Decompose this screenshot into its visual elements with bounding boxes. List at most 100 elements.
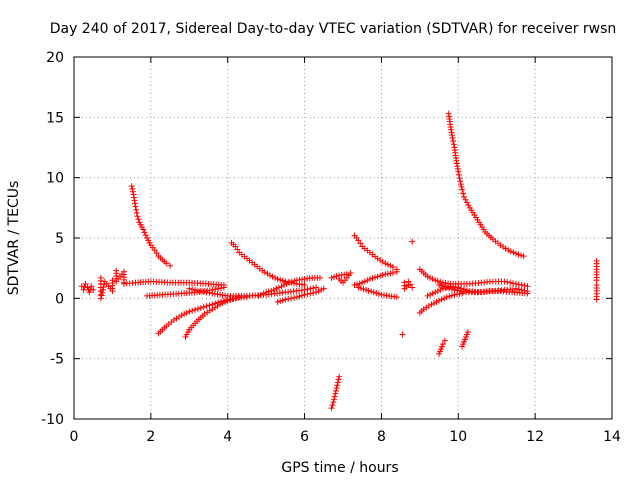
data-point [273,285,280,292]
data-point [437,278,444,285]
data-point [189,286,196,293]
series-band-7.4b [355,284,400,301]
data-point [524,290,531,297]
data-point [301,291,308,298]
data-point [428,301,435,308]
data-point [206,289,213,296]
series-decay-1.5 [128,183,174,269]
data-point [407,281,414,288]
series-outlier-8.55 [399,331,406,338]
y-tick-label: 0 [55,291,64,307]
data-point [291,294,298,301]
data-point [458,183,465,190]
data-point [448,292,455,299]
data-point [151,247,158,254]
data-point [232,243,239,250]
data-point [266,272,273,279]
data-point [355,237,362,244]
data-point [230,295,237,302]
data-point [78,283,85,290]
data-point [515,251,522,258]
data-point [206,302,213,309]
data-point [351,282,358,289]
data-point [458,285,465,292]
data-point [450,141,457,148]
data-point [455,284,462,291]
data-point [465,202,472,209]
data-point [128,183,135,190]
data-point [520,253,527,260]
data-point [429,276,436,283]
data-point [507,248,514,255]
data-point [446,285,453,292]
data-point [183,309,190,316]
data-point [274,298,281,305]
data-point [203,289,210,296]
data-point [461,193,468,200]
x-tick-label: 10 [449,429,467,445]
data-point [393,294,400,301]
data-point [460,190,467,197]
data-point [307,290,314,297]
data-point [455,168,462,175]
plot-frame [73,56,613,420]
x-tick-label: 12 [526,429,544,445]
x-axis-label: GPS time / hours [281,460,398,476]
y-axis-label: SDTVAR / TECUs [6,181,22,296]
data-point [333,385,340,392]
data-point [518,286,525,293]
data-point [331,393,338,400]
data-point [450,138,457,145]
data-point [334,379,341,386]
data-point [90,286,97,293]
data-point [260,290,267,297]
data-point [507,279,514,286]
data-point [510,280,517,287]
data-point [299,292,306,299]
data-point [441,337,448,344]
data-point [437,286,444,293]
data-point [464,329,471,336]
data-point [374,273,381,280]
data-point [285,295,292,302]
data-point [448,286,455,293]
data-point [512,250,519,257]
series-band-4.8 [255,274,323,299]
data-point [293,294,300,301]
y-tick-label: 20 [46,50,64,66]
data-point [328,405,335,412]
data-point [234,246,241,253]
data-point [268,287,275,294]
data-point [99,286,106,293]
data-point [98,292,105,299]
data-point [291,278,298,285]
series-rise-9.0 [416,290,466,316]
data-point [288,278,295,285]
data-point [455,171,462,178]
data-point [459,290,466,297]
data-point [438,296,445,303]
data-point [129,185,136,192]
data-point [134,213,141,220]
data-point [316,274,323,281]
data-point [501,278,508,285]
data-point [109,277,116,284]
data-point [313,289,320,296]
data-point [333,273,340,280]
data-point [436,297,443,304]
data-point [336,276,343,283]
data-point [432,277,439,284]
data-point [510,249,517,256]
data-point [387,262,394,269]
data-point [274,276,281,283]
data-point [441,295,448,302]
data-point [457,181,464,188]
data-point [429,290,436,297]
data-point [354,281,361,288]
series-decay-7.3 [351,232,400,273]
data-point [281,282,288,289]
data-point [186,285,193,292]
data-point [194,305,201,312]
data-point [449,134,456,141]
data-point [197,304,204,311]
